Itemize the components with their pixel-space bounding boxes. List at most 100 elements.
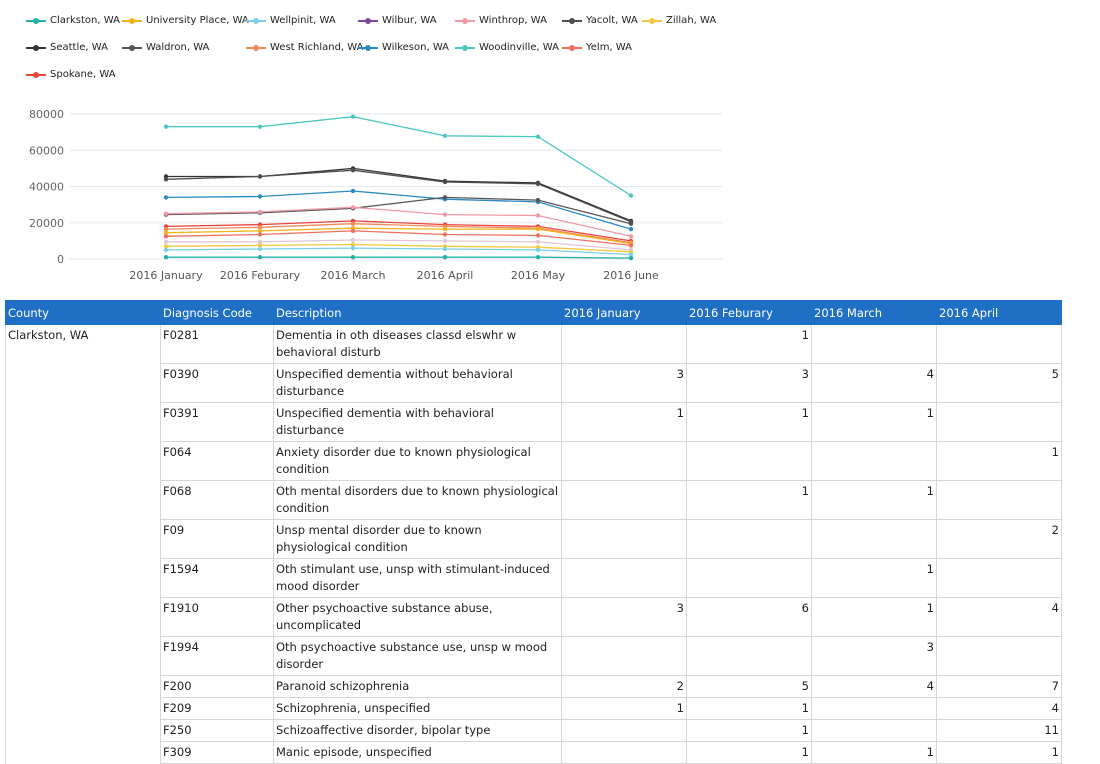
data-point: [350, 188, 356, 194]
legend-swatch: [562, 16, 582, 26]
legend-swatch: [358, 16, 378, 26]
data-point: [350, 255, 356, 260]
legend-swatch: [246, 43, 266, 53]
value-cell-feb: 1: [686, 402, 812, 442]
data-point: [535, 239, 541, 244]
data-point: [257, 124, 263, 129]
data-point: [163, 244, 169, 249]
legend-item[interactable]: Woodinville, WA: [455, 42, 559, 53]
header-diagnosis-code[interactable]: Diagnosis Code: [160, 300, 274, 325]
header-description[interactable]: Description: [273, 300, 562, 325]
series-line: [165, 169, 632, 223]
legend-swatch: [122, 43, 142, 53]
data-point: [257, 225, 263, 230]
chart-legend: Clarkston, WA University Place, WA Wellpin…: [0, 0, 1100, 100]
series-line: [166, 239, 632, 251]
legend-item[interactable]: Spokane, WA: [26, 69, 116, 80]
table-row: F1910 Other psychoactive substance abuse,…: [6, 597, 1062, 637]
table-row: F0391 Unspecified dementia with behaviora…: [6, 402, 1062, 442]
series-line: [165, 247, 632, 256]
header-2016-april[interactable]: 2016 April: [936, 300, 1062, 325]
legend-label: Yelm, WA: [586, 42, 632, 53]
value-cell-feb: 1: [686, 741, 812, 764]
legend-item[interactable]: University Place, WA: [122, 15, 249, 26]
data-point: [350, 242, 356, 247]
data-point: [442, 246, 448, 252]
diagnosis-code-cell: F1994: [160, 636, 274, 676]
series-line: [165, 190, 632, 230]
header-county[interactable]: County: [5, 300, 161, 325]
data-point: [442, 232, 448, 237]
value-cell-apr: 1: [936, 441, 1062, 481]
legend-label: Winthrop, WA: [479, 15, 547, 26]
table-row: F09 Unsp mental disorder due to known phy…: [6, 519, 1062, 559]
header-2016-feburary[interactable]: 2016 Feburary: [686, 300, 812, 325]
table-row: F200 Paranoid schizophrenia 2 5 4 7: [6, 675, 1062, 698]
data-point: [257, 232, 263, 237]
data-point: [257, 255, 263, 260]
legend-swatch: [455, 16, 475, 26]
table-row: Clarkston, WA F0281 Dementia in oth diseas…: [5, 324, 1062, 764]
value-cell-jan: 2: [561, 675, 687, 698]
data-point: [628, 243, 634, 248]
line-chart: 80000 60000 40000 20000 0 2016 January 2016 Fe…: [29, 108, 722, 282]
x-tick-label: 2016 June: [603, 269, 659, 282]
value-cell-mar: 3: [811, 636, 937, 676]
description-cell: Oth psychoactive substance use, unsp w m…: [273, 636, 562, 676]
value-cell-feb: 1: [686, 719, 812, 742]
legend-item[interactable]: Yacolt, WA: [562, 15, 638, 26]
legend-item[interactable]: Wellpinit, WA: [246, 15, 336, 26]
legend-item[interactable]: Yelm, WA: [562, 42, 632, 53]
legend-item[interactable]: Waldron, WA: [122, 42, 209, 53]
table-header-row: County Diagnosis Code Description 2016 J…: [5, 300, 1062, 325]
diagnosis-code-cell: F0390: [160, 363, 274, 403]
x-tick-label: 2016 April: [417, 269, 474, 282]
value-cell-mar: [811, 697, 937, 720]
legend-item[interactable]: Zillah, WA: [642, 15, 716, 26]
legend-swatch: [26, 43, 46, 53]
header-2016-january[interactable]: 2016 January: [561, 300, 687, 325]
data-point: [163, 177, 169, 182]
diagnosis-code-cell: F200: [160, 675, 274, 698]
description-cell: Schizophrenia, unspecified: [273, 697, 562, 720]
value-cell-feb: 1: [686, 324, 812, 364]
series-line: [165, 227, 632, 245]
diagnosis-code-cell: F1910: [160, 597, 274, 637]
description-cell: Unsp mental disorder due to known physio…: [273, 519, 562, 559]
diagnosis-code-cell: F09: [160, 519, 274, 559]
value-cell-mar: [811, 324, 937, 364]
legend-item[interactable]: West Richland, WA: [246, 42, 363, 53]
value-cell-feb: [686, 636, 812, 676]
series-line: [165, 220, 632, 242]
value-cell-mar: 1: [811, 402, 937, 442]
header-2016-march[interactable]: 2016 March: [811, 300, 937, 325]
series-line: [166, 256, 632, 259]
value-cell-feb: 5: [686, 675, 812, 698]
data-point: [257, 209, 263, 215]
y-tick-label: 40000: [29, 181, 64, 194]
legend-label: Wilkeson, WA: [382, 42, 450, 53]
data-point: [163, 195, 169, 200]
legend-item[interactable]: Clarkston, WA: [26, 15, 120, 26]
data-point: [257, 239, 263, 244]
value-cell-mar: 1: [811, 741, 937, 764]
data-point: [535, 247, 541, 253]
data-point: [163, 226, 169, 232]
table-row: F1594 Oth stimulant use, unsp with stimul…: [6, 558, 1062, 598]
value-cell-jan: 1: [561, 402, 687, 442]
data-table: County Diagnosis Code Description 2016 J…: [5, 300, 1062, 764]
legend-item[interactable]: Winthrop, WA: [455, 15, 547, 26]
data-point: [350, 237, 356, 243]
data-point: [628, 221, 634, 226]
diagnosis-code-cell: F068: [160, 480, 274, 520]
legend-item[interactable]: Wilkeson, WA: [358, 42, 449, 53]
description-cell: Dementia in oth diseases classd elswhr w…: [273, 324, 562, 364]
value-cell-apr: 5: [936, 363, 1062, 403]
table-row: F0390 Unspecified dementia without behavi…: [6, 363, 1062, 403]
legend-swatch: [246, 16, 266, 26]
legend-item[interactable]: Seattle, WA: [26, 42, 108, 53]
legend-item[interactable]: Wilbur, WA: [358, 15, 437, 26]
value-cell-mar: [811, 719, 937, 742]
value-cell-jan: 3: [561, 363, 687, 403]
description-cell: Unspecified dementia with behavioral dis…: [273, 402, 562, 442]
